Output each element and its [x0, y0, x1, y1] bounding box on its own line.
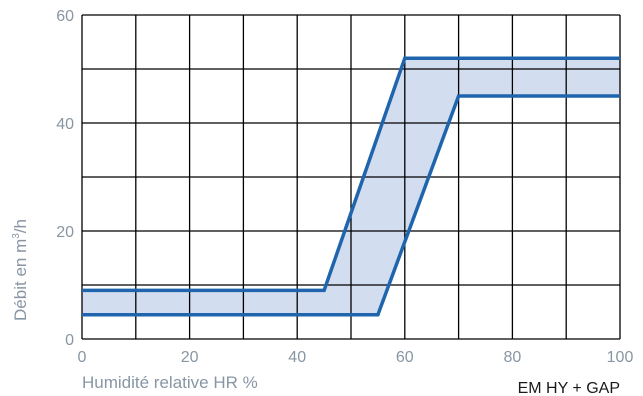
series-lines	[82, 56, 620, 317]
x-tick-label: 40	[288, 349, 306, 366]
x-tick-label: 60	[396, 349, 414, 366]
y-tick-label: 0	[65, 332, 74, 349]
y-tick-label: 20	[56, 224, 74, 241]
x-tick-label: 20	[181, 349, 199, 366]
y-tick-label: 40	[56, 116, 74, 133]
x-axis-label: Humidité relative HR %	[82, 373, 258, 392]
y-tick-labels: 0 20 40 60	[56, 8, 74, 349]
x-tick-label: 100	[607, 349, 634, 366]
y-axis-label: Débit en m3/h	[11, 219, 30, 321]
grid	[81, 14, 621, 340]
chart-caption: EM HY + GAP	[518, 380, 620, 396]
x-tick-label: 0	[78, 349, 87, 366]
x-tick-labels: 0 20 40 60 80 100	[78, 349, 634, 366]
lower-limit-line	[82, 94, 620, 317]
y-axis-label-main: Débit en m	[11, 239, 30, 321]
upper-limit-line	[82, 56, 620, 293]
y-tick-label: 60	[56, 8, 74, 25]
y-axis-label-end: /h	[11, 219, 30, 233]
y-axis-label-sup: 3	[11, 233, 22, 239]
x-tick-label: 80	[504, 349, 522, 366]
